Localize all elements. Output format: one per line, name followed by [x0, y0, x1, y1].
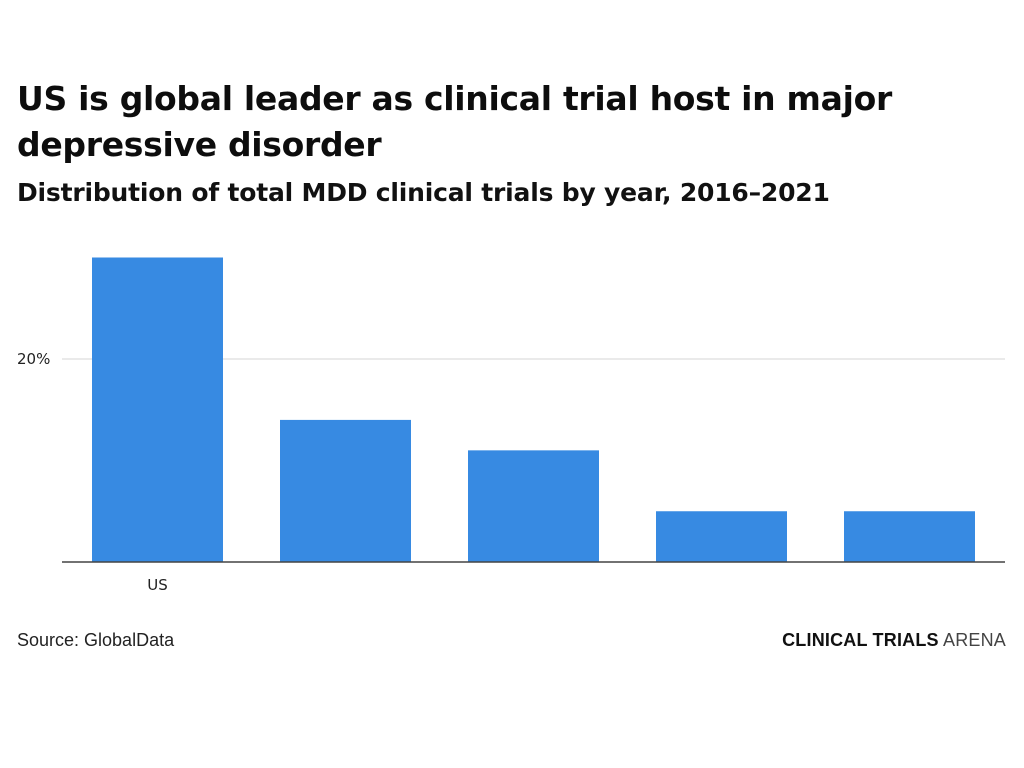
chart-title: US is global leader as clinical trial ho…	[17, 79, 892, 164]
x-axis-labels: US	[147, 576, 168, 594]
chart-subtitle: Distribution of total MDD clinical trial…	[17, 178, 830, 207]
bars	[92, 257, 975, 562]
bar	[468, 450, 599, 562]
y-tick-label: 20%	[17, 350, 50, 368]
brand-logo-strong: CLINICAL TRIALS	[782, 630, 939, 650]
x-category-label: US	[147, 576, 168, 594]
bar	[844, 511, 975, 562]
bar	[280, 419, 411, 562]
source-note: Source: GlobalData	[17, 630, 175, 650]
bar	[656, 511, 787, 562]
bar	[92, 257, 223, 562]
brand-logo-light: ARENA	[942, 630, 1006, 650]
y-axis-ticks: 20%	[17, 350, 50, 368]
brand-logo: CLINICAL TRIALS ARENA	[782, 630, 1006, 651]
